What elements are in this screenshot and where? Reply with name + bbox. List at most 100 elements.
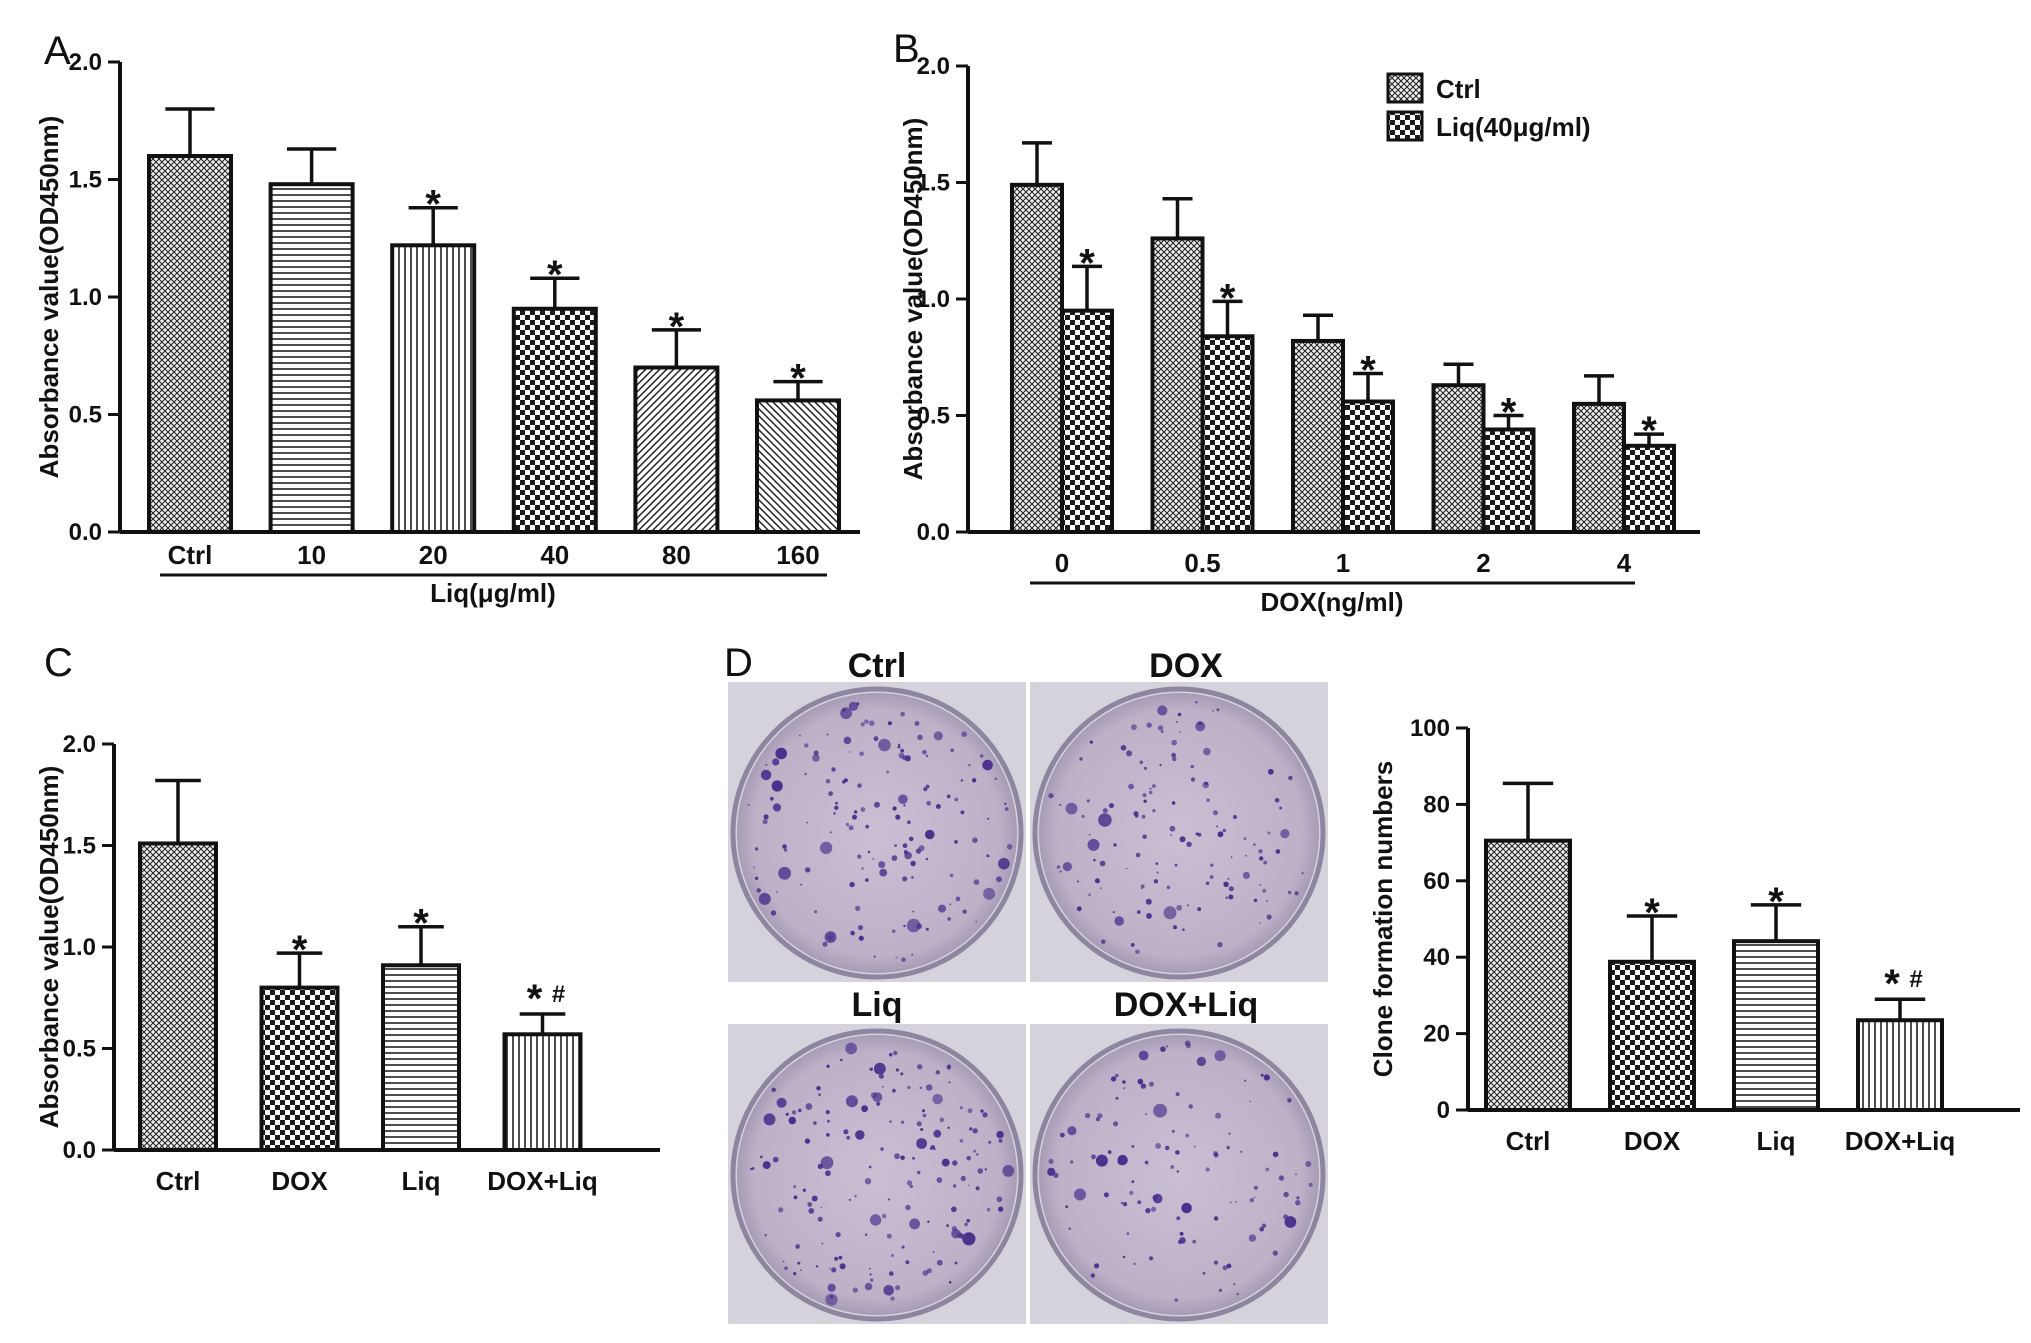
- colony-dot: [917, 1064, 923, 1070]
- bar-c-3-significance: *: [527, 977, 543, 1021]
- colony-dot: [975, 1186, 980, 1191]
- y-axis-title-c: Absorbance value(OD450nm): [34, 766, 64, 1129]
- colony-dot: [1228, 894, 1234, 900]
- y-tick-label-a: 0.5: [69, 402, 102, 429]
- y-axis-title-d: Clone formation numbers: [1368, 761, 1398, 1077]
- colony-dot: [840, 1058, 843, 1062]
- colony-dot: [1097, 1113, 1103, 1119]
- colony-dot: [852, 814, 857, 820]
- colony-dot: [1110, 1076, 1117, 1082]
- colony-dot: [855, 905, 861, 912]
- colony-dot: [1089, 740, 1093, 744]
- colony-dot: [936, 1177, 943, 1183]
- colony-dot: [1203, 747, 1211, 756]
- bar-b-s0-2: [1291, 338, 1345, 534]
- colony-dot: [893, 1050, 898, 1056]
- colony-dot: [753, 866, 756, 869]
- colony-dot: [1206, 798, 1210, 802]
- colony-dot: [868, 720, 875, 726]
- colony-dot: [951, 1229, 961, 1239]
- colony-dot: [1186, 904, 1190, 907]
- colony-dot: [791, 1110, 797, 1115]
- colony-dot: [1209, 875, 1214, 879]
- colony-dot: [826, 1064, 830, 1069]
- colony-dot: [941, 1158, 950, 1167]
- colony-dot: [1152, 1193, 1163, 1204]
- colony-dot: [1249, 1100, 1251, 1103]
- colony-dot: [1265, 1167, 1270, 1172]
- colony-dot: [852, 1287, 858, 1293]
- colony-dot: [1115, 1073, 1119, 1078]
- colony-dot: [986, 1207, 991, 1212]
- legend-swatch-0: [1386, 72, 1424, 104]
- colony-dot: [807, 1202, 813, 1207]
- colony-dot: [969, 1127, 973, 1131]
- dish-2: [737, 1035, 1017, 1315]
- colony-dot: [806, 821, 808, 824]
- colony-dot: [825, 1293, 838, 1306]
- bar-c-0: [138, 841, 218, 1152]
- dish-3: [1039, 1035, 1319, 1315]
- colony-dot: [1135, 949, 1140, 955]
- colony-dot: [1091, 1154, 1096, 1160]
- colony-dot: [901, 1120, 905, 1124]
- colony-dot: [984, 1168, 987, 1171]
- x-tick-label-c: DOX: [271, 1166, 328, 1196]
- colony-dot: [1157, 705, 1168, 716]
- colony-dot: [948, 1281, 952, 1284]
- colony-dot: [776, 891, 778, 893]
- colony-dot: [821, 1242, 824, 1245]
- colony-dot: [802, 1188, 807, 1192]
- colony-dot: [1112, 911, 1115, 914]
- colony-dot: [968, 1184, 970, 1187]
- bar-d-0: [1484, 838, 1572, 1112]
- colony-dot: [925, 857, 929, 861]
- colony-dot: [1217, 831, 1224, 838]
- bar-d-1-significance: *: [1644, 891, 1660, 935]
- colony-dot: [834, 805, 839, 810]
- colony-dot: [1175, 1150, 1180, 1155]
- colony-dot: [1133, 1262, 1136, 1265]
- colony-dot: [778, 866, 791, 880]
- colony-dot: [927, 1220, 930, 1223]
- bar-d-2: [1732, 939, 1820, 1112]
- bar-a-5-significance: *: [790, 357, 806, 401]
- colony-dot: [1171, 1129, 1175, 1133]
- colony-dot: [754, 847, 759, 851]
- colony-dot: [831, 1267, 837, 1273]
- colony-dot: [1259, 856, 1264, 861]
- x-tick-label-c: Ctrl: [156, 1166, 201, 1196]
- colony-dot: [972, 837, 978, 843]
- y-tick-label-b: 0.0: [917, 519, 950, 546]
- colony-dot: [1176, 1170, 1180, 1173]
- colony-dot: [867, 850, 871, 854]
- colony-dot: [747, 804, 750, 807]
- bar-a-2-significance: *: [425, 183, 441, 227]
- colony-dot: [785, 1112, 789, 1116]
- colony-dot: [800, 1269, 802, 1272]
- colony-dot: [902, 843, 908, 849]
- colony-dot: [895, 956, 898, 959]
- x-tick-label-a: Ctrl: [168, 540, 213, 570]
- colony-dot: [1202, 1271, 1206, 1275]
- colony-dot: [1093, 858, 1096, 862]
- y-tick-label-c: 0.5: [63, 1036, 96, 1063]
- bar-d-3: [1856, 1018, 1944, 1112]
- colony-dot: [1279, 806, 1283, 810]
- colony-dot: [842, 780, 846, 784]
- colony-dot: [1188, 1104, 1193, 1109]
- colony-dot: [1130, 943, 1135, 947]
- colony-dot: [1143, 766, 1148, 770]
- colony-dot: [869, 1267, 871, 1270]
- colony-dot: [1177, 712, 1182, 717]
- dish-rim-2: [730, 1028, 1024, 1322]
- colony-dot: [762, 819, 768, 825]
- colony-dot: [875, 1070, 878, 1074]
- bar-d-2-significance: *: [1768, 880, 1784, 924]
- x-tick-label-c: DOX+Liq: [487, 1166, 598, 1196]
- colony-dot: [840, 707, 852, 720]
- colony-dot: [971, 778, 977, 783]
- colony-dot: [1171, 752, 1176, 758]
- colony-dot: [900, 1155, 905, 1161]
- colony-dot: [827, 934, 834, 941]
